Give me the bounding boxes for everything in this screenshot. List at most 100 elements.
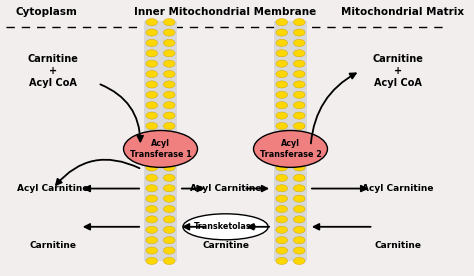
Circle shape — [164, 216, 175, 223]
Text: Acyl Carnitine: Acyl Carnitine — [190, 184, 261, 193]
Circle shape — [146, 216, 157, 223]
Circle shape — [164, 258, 175, 264]
Circle shape — [164, 185, 175, 192]
Circle shape — [164, 226, 175, 233]
Circle shape — [276, 50, 288, 57]
Circle shape — [293, 102, 305, 109]
Circle shape — [293, 91, 305, 98]
Circle shape — [276, 143, 288, 150]
Text: Carnitine: Carnitine — [202, 242, 249, 250]
Circle shape — [276, 60, 288, 67]
Text: Acyl Carnitine: Acyl Carnitine — [17, 184, 89, 193]
Circle shape — [293, 143, 305, 150]
Circle shape — [164, 237, 175, 244]
Circle shape — [146, 206, 157, 213]
Circle shape — [164, 70, 175, 78]
Circle shape — [293, 112, 305, 119]
Circle shape — [276, 164, 288, 171]
Circle shape — [146, 70, 157, 78]
Circle shape — [293, 174, 305, 181]
Circle shape — [276, 29, 288, 36]
Circle shape — [293, 123, 305, 129]
Circle shape — [146, 185, 157, 192]
Circle shape — [146, 195, 157, 202]
Circle shape — [146, 174, 157, 181]
Circle shape — [293, 50, 305, 57]
Circle shape — [276, 102, 288, 109]
Circle shape — [146, 258, 157, 264]
Circle shape — [164, 133, 175, 140]
Circle shape — [146, 247, 157, 254]
Circle shape — [276, 112, 288, 119]
Circle shape — [293, 60, 305, 67]
Bar — [273, 20, 307, 261]
Circle shape — [164, 247, 175, 254]
Circle shape — [276, 39, 288, 46]
Circle shape — [276, 206, 288, 213]
Circle shape — [164, 102, 175, 109]
Circle shape — [293, 206, 305, 213]
Circle shape — [293, 258, 305, 264]
Bar — [144, 20, 177, 261]
Circle shape — [293, 39, 305, 46]
Circle shape — [276, 216, 288, 223]
Circle shape — [293, 70, 305, 78]
Ellipse shape — [254, 131, 328, 167]
Circle shape — [293, 133, 305, 140]
Circle shape — [164, 195, 175, 202]
Text: Mitochondrial Matrix: Mitochondrial Matrix — [341, 7, 464, 17]
Circle shape — [164, 50, 175, 57]
Text: Inner Mitochondrial Membrane: Inner Mitochondrial Membrane — [135, 7, 317, 17]
Ellipse shape — [124, 131, 198, 167]
Text: Acyl Carnitine: Acyl Carnitine — [362, 184, 434, 193]
Circle shape — [164, 143, 175, 150]
Circle shape — [164, 164, 175, 171]
Circle shape — [293, 195, 305, 202]
Circle shape — [164, 60, 175, 67]
Circle shape — [276, 70, 288, 78]
Circle shape — [164, 18, 175, 26]
Text: Carnitine: Carnitine — [374, 242, 421, 250]
Circle shape — [146, 102, 157, 109]
Ellipse shape — [183, 214, 268, 240]
Circle shape — [293, 185, 305, 192]
Circle shape — [276, 174, 288, 181]
Circle shape — [276, 123, 288, 129]
Text: Cytoplasm: Cytoplasm — [15, 7, 77, 17]
Circle shape — [276, 237, 288, 244]
Text: Carnitine: Carnitine — [29, 242, 76, 250]
Circle shape — [146, 39, 157, 46]
Circle shape — [293, 164, 305, 171]
Circle shape — [146, 18, 157, 26]
Circle shape — [276, 81, 288, 88]
Circle shape — [164, 153, 175, 161]
Circle shape — [293, 29, 305, 36]
Text: Transketolase: Transketolase — [194, 222, 257, 231]
Circle shape — [164, 112, 175, 119]
Circle shape — [293, 153, 305, 161]
Circle shape — [164, 206, 175, 213]
Circle shape — [146, 237, 157, 244]
Circle shape — [146, 60, 157, 67]
Circle shape — [146, 91, 157, 98]
Circle shape — [276, 91, 288, 98]
Circle shape — [146, 123, 157, 129]
Circle shape — [276, 18, 288, 26]
Circle shape — [276, 195, 288, 202]
Circle shape — [164, 123, 175, 129]
Circle shape — [293, 81, 305, 88]
Circle shape — [293, 226, 305, 233]
Circle shape — [146, 153, 157, 161]
Circle shape — [276, 185, 288, 192]
Text: Acyl
Transferase 1: Acyl Transferase 1 — [129, 139, 191, 159]
Circle shape — [146, 29, 157, 36]
Circle shape — [293, 237, 305, 244]
Circle shape — [146, 164, 157, 171]
Circle shape — [146, 50, 157, 57]
Circle shape — [276, 258, 288, 264]
Circle shape — [276, 153, 288, 161]
Circle shape — [164, 39, 175, 46]
Circle shape — [293, 18, 305, 26]
Circle shape — [276, 247, 288, 254]
Circle shape — [146, 112, 157, 119]
